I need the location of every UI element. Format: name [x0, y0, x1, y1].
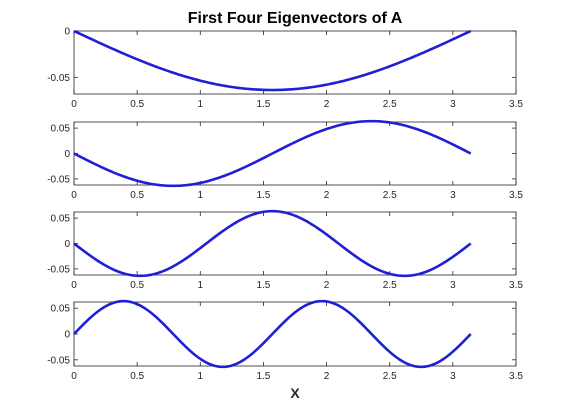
x-tick-label: 2.5 [383, 99, 397, 110]
eigenvector-1-line [73, 29, 472, 92]
x-tick-label: 2 [324, 371, 330, 382]
x-tick-label: 1.5 [256, 371, 270, 382]
x-axis-label: X [290, 385, 300, 401]
y-tick-label: -0.05 [47, 174, 70, 185]
y-tick-label: -0.05 [47, 73, 70, 84]
y-tick-label: 0 [64, 149, 70, 160]
y-tick-label: 0 [64, 330, 70, 341]
subplot-4: 0 0.5 1 1.5 2 2.5 3 3.50.050-0.05 [47, 299, 523, 382]
x-tick-label: 2 [324, 190, 330, 201]
x-tick-label: 2 [324, 99, 330, 110]
x-tick-label: 0 [71, 280, 77, 291]
x-tick-label: 2.5 [383, 280, 397, 291]
x-tick-label: 3.5 [509, 99, 523, 110]
x-tick-label: 3 [450, 371, 456, 382]
y-tick-label: 0.05 [51, 304, 71, 315]
y-tick-label: -0.05 [47, 264, 70, 275]
x-tick-label: 0 [71, 190, 77, 201]
eigenvector-3-line [73, 209, 472, 278]
eigenvector-2-line [73, 119, 472, 188]
x-tick-label: 0 [71, 371, 77, 382]
subplot-3: 0 0.5 1 1.5 2 2.5 3 3.50.050-0.05 [47, 209, 523, 291]
x-tick-label: 3.5 [509, 280, 523, 291]
x-tick-label: 3.5 [509, 190, 523, 201]
subplot-2: 0 0.5 1 1.5 2 2.5 3 3.50.050-0.05 [47, 119, 523, 201]
x-tick-label: 0.5 [130, 190, 144, 201]
subplot-1: 0 0.5 1 1.5 2 2.5 3 3.5 0 -0.05 [47, 27, 523, 111]
y-tick-label: 0 [64, 27, 70, 38]
subplot-3-axes [73, 211, 517, 276]
y-tick-label: 0.05 [51, 214, 71, 225]
x-tick-label: 3.5 [509, 371, 523, 382]
y-tick-label: 0.05 [51, 124, 71, 135]
chart-title: First Four Eigenvectors of A [188, 10, 403, 27]
x-tick-label: 1 [198, 190, 204, 201]
y-tick-label: 0 [64, 239, 70, 250]
x-tick-label: 2.5 [383, 371, 397, 382]
x-tick-label: 1.5 [256, 99, 270, 110]
subplot-2-axes [73, 121, 517, 186]
x-tick-label: 1.5 [256, 280, 270, 291]
x-tick-label: 1.5 [256, 190, 270, 201]
panels-group: 0 0.5 1 1.5 2 2.5 3 3.50-0.050 0.5 1 1.5 2 2.5 3 3.50.… [47, 27, 523, 383]
x-tick-label: 3 [450, 280, 456, 291]
x-tick-label: 1 [198, 280, 204, 291]
x-tick-label: 0.5 [130, 371, 144, 382]
x-tick-label: 2.5 [383, 190, 397, 201]
x-tick-label: 0 [71, 99, 77, 110]
x-tick-label: 0.5 [130, 280, 144, 291]
eigenvector-4-line [73, 299, 472, 369]
x-tick-label: 3 [450, 190, 456, 201]
y-tick-label: -0.05 [47, 355, 70, 366]
x-tick-label: 1 [198, 371, 204, 382]
x-tick-label: 1 [198, 99, 204, 110]
x-tick-label: 2 [324, 280, 330, 291]
x-tick-label: 3 [450, 99, 456, 110]
x-tick-label: 0.5 [130, 99, 144, 110]
